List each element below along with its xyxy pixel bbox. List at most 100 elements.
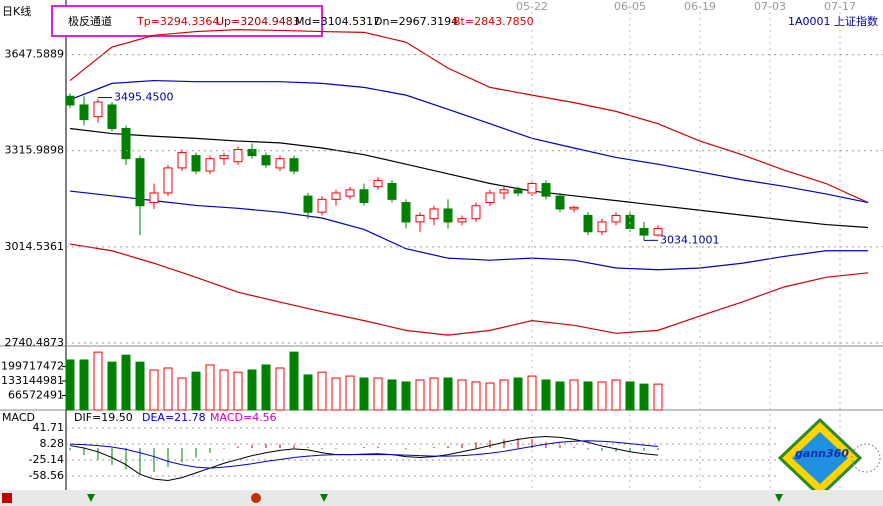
down-arrow xyxy=(775,494,783,502)
volume-bar xyxy=(429,377,439,411)
band-line xyxy=(69,127,869,229)
candle-body xyxy=(569,206,579,210)
y-tick-label: 8.28 xyxy=(40,437,65,450)
candle-body xyxy=(163,167,173,194)
y-tick-label: 199717472 xyxy=(1,360,64,373)
x-tick-label: 07-03 xyxy=(754,0,786,13)
y-tick-label: 66572491 xyxy=(8,389,64,402)
y-tick-label: 3647.5889 xyxy=(5,48,65,61)
y-tick-label: 133144981 xyxy=(1,374,64,387)
candle-body xyxy=(177,152,187,169)
symbol: 1A0001 上证指数 xyxy=(788,14,878,28)
candle-body xyxy=(639,227,649,236)
logo-dial xyxy=(851,443,881,473)
volume-bar xyxy=(457,379,467,411)
candle-body xyxy=(261,155,271,166)
volume-bar xyxy=(541,379,551,411)
status-icon xyxy=(251,493,261,503)
candle-body xyxy=(303,195,313,213)
volume-bar xyxy=(191,371,201,411)
volume-bar xyxy=(149,369,159,411)
volume-bar xyxy=(65,359,75,411)
candle-body xyxy=(387,183,397,200)
candle-body xyxy=(205,158,215,172)
volume-bar xyxy=(415,379,425,411)
legend-entry: Dn=2967.3194 xyxy=(374,15,458,28)
candle-body xyxy=(583,214,593,233)
volume-bar xyxy=(163,367,173,411)
volume-bar xyxy=(261,364,271,411)
volume-bar xyxy=(401,381,411,411)
volume-bar xyxy=(331,377,341,411)
main-plot xyxy=(66,29,869,336)
band-line xyxy=(69,29,869,204)
annotation: 3034.1001 xyxy=(660,233,720,246)
candle-body xyxy=(597,221,607,233)
y-tick-label: 3315.9898 xyxy=(5,144,65,157)
volume-bar xyxy=(79,359,89,411)
candle-body xyxy=(611,214,621,223)
legend-entry: Tp=3294.3364 xyxy=(136,15,219,28)
x-tick-label: 06-19 xyxy=(684,0,716,13)
band-line xyxy=(69,243,869,336)
candle-body xyxy=(149,192,159,204)
volume-bar xyxy=(639,383,649,411)
volume-bar xyxy=(135,361,145,411)
candle-body xyxy=(541,183,551,197)
indicator-name: 极反通道 xyxy=(68,14,112,28)
chart-title: 日K线 xyxy=(2,4,31,18)
volume-bar xyxy=(107,361,117,411)
volume-bar xyxy=(569,379,579,411)
volume-bar xyxy=(359,377,369,411)
volume-bar xyxy=(555,381,565,411)
status-bar xyxy=(0,490,883,506)
macd-line xyxy=(69,440,659,469)
candle-body xyxy=(555,195,565,210)
volume-bar xyxy=(513,377,523,411)
volume-bar xyxy=(205,364,215,411)
candle-body xyxy=(289,158,299,172)
legend-entry: Md=3104.5317 xyxy=(295,15,380,28)
volume-bar xyxy=(583,381,593,411)
y-tick-label: 2740.4873 xyxy=(5,336,65,349)
candle-body xyxy=(191,155,201,172)
band-line xyxy=(69,79,869,204)
volume-bar xyxy=(611,379,621,411)
logo-inner xyxy=(792,432,848,484)
volume-bar xyxy=(373,377,383,411)
candle-body xyxy=(275,158,285,169)
volume-bar xyxy=(625,381,635,411)
candle-body xyxy=(527,183,537,194)
volume-bar xyxy=(345,375,355,411)
volume-bar xyxy=(121,354,131,411)
volume-bar xyxy=(471,381,481,411)
x-tick-label: 05-22 xyxy=(516,0,548,13)
legend-entry: MACD=4.56 xyxy=(210,411,277,424)
macd-title: MACD xyxy=(2,411,35,424)
volume-bar xyxy=(597,381,607,411)
candle-body xyxy=(135,158,145,207)
candle-body xyxy=(317,198,327,213)
candle-body xyxy=(219,155,229,160)
volume-bar xyxy=(387,379,397,411)
volume-bar xyxy=(499,379,509,411)
legend-entry: DIF=19.50 xyxy=(74,411,133,424)
candle-body xyxy=(499,189,509,194)
candle-body xyxy=(653,227,663,236)
candle-body xyxy=(359,189,369,204)
x-tick-label: 07-17 xyxy=(824,0,856,13)
volume-bar xyxy=(233,371,243,411)
volume-bar xyxy=(289,351,299,411)
legend-entry: Up=3204.9483 xyxy=(216,15,300,28)
volume-bar xyxy=(527,375,537,411)
down-arrow xyxy=(320,494,328,502)
candle-body xyxy=(79,104,89,121)
candle-body xyxy=(415,214,425,223)
y-tick-label: 3014.5361 xyxy=(5,240,65,253)
candle-body xyxy=(513,189,523,194)
candle-body xyxy=(373,179,383,188)
candle-body xyxy=(401,202,411,223)
candle-body xyxy=(443,208,453,223)
down-arrow xyxy=(87,494,95,502)
